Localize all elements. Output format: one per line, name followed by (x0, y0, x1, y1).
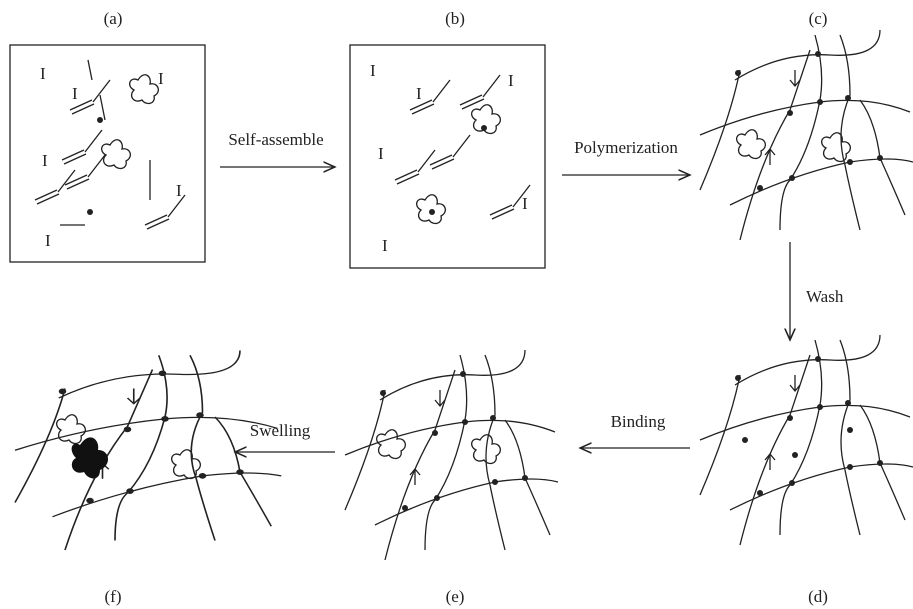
monomer (429, 134, 471, 170)
functional-monomer (97, 117, 103, 123)
polymer-network (344, 349, 559, 561)
initiator: I (508, 71, 514, 90)
monomer (64, 154, 106, 190)
arrows: Self-assemble Polymerization Wash Bindin… (220, 130, 844, 452)
panel-box (349, 44, 546, 269)
initiator: I (72, 84, 78, 103)
panel-label: (e) (446, 587, 465, 606)
template (128, 74, 160, 105)
template (735, 129, 767, 160)
initiator: I (45, 231, 51, 250)
panel-b: I I I I I I (349, 44, 546, 269)
initiator: I (416, 84, 422, 103)
initiator: I (42, 151, 48, 170)
panel-labels: (a) (b) (c) (d) (e) (f) (104, 9, 828, 606)
monomer (459, 74, 501, 110)
functional-monomer (481, 125, 487, 131)
initiator: I (158, 69, 164, 88)
panel-label: (d) (808, 587, 828, 606)
initiator: I (522, 194, 528, 213)
initiator: I (40, 64, 46, 83)
template (55, 414, 87, 445)
panel-label: (f) (105, 587, 122, 606)
swollen-network (14, 349, 283, 551)
polymer-network (14, 349, 283, 551)
functional-monomer (429, 209, 435, 215)
polymer-network (699, 334, 913, 546)
initiator: I (176, 181, 182, 200)
functional-monomer (87, 209, 93, 215)
template (170, 449, 202, 480)
panel-a: I I I I I I (9, 44, 206, 263)
template (820, 132, 852, 163)
template (375, 429, 407, 460)
panel-label: (c) (809, 9, 828, 28)
monomer (394, 149, 436, 185)
step-label: Binding (611, 412, 666, 431)
monomer (61, 129, 103, 165)
binding-sites (742, 427, 853, 458)
chain (60, 59, 151, 226)
template (100, 139, 132, 170)
template (415, 194, 447, 225)
step-label: Wash (806, 287, 844, 306)
panel-label: (b) (445, 9, 465, 28)
initiator: I (382, 236, 388, 255)
step-label: Polymerization (574, 138, 678, 157)
polymer-network (699, 29, 913, 241)
monomer (144, 194, 186, 230)
initiator: I (370, 61, 376, 80)
panel-box (9, 44, 206, 263)
step-label: Swelling (250, 421, 311, 440)
panel-label: (a) (104, 9, 123, 28)
bound-template (71, 437, 109, 479)
step-label: Self-assemble (228, 130, 323, 149)
monomer (34, 169, 76, 205)
initiator: I (378, 144, 384, 163)
